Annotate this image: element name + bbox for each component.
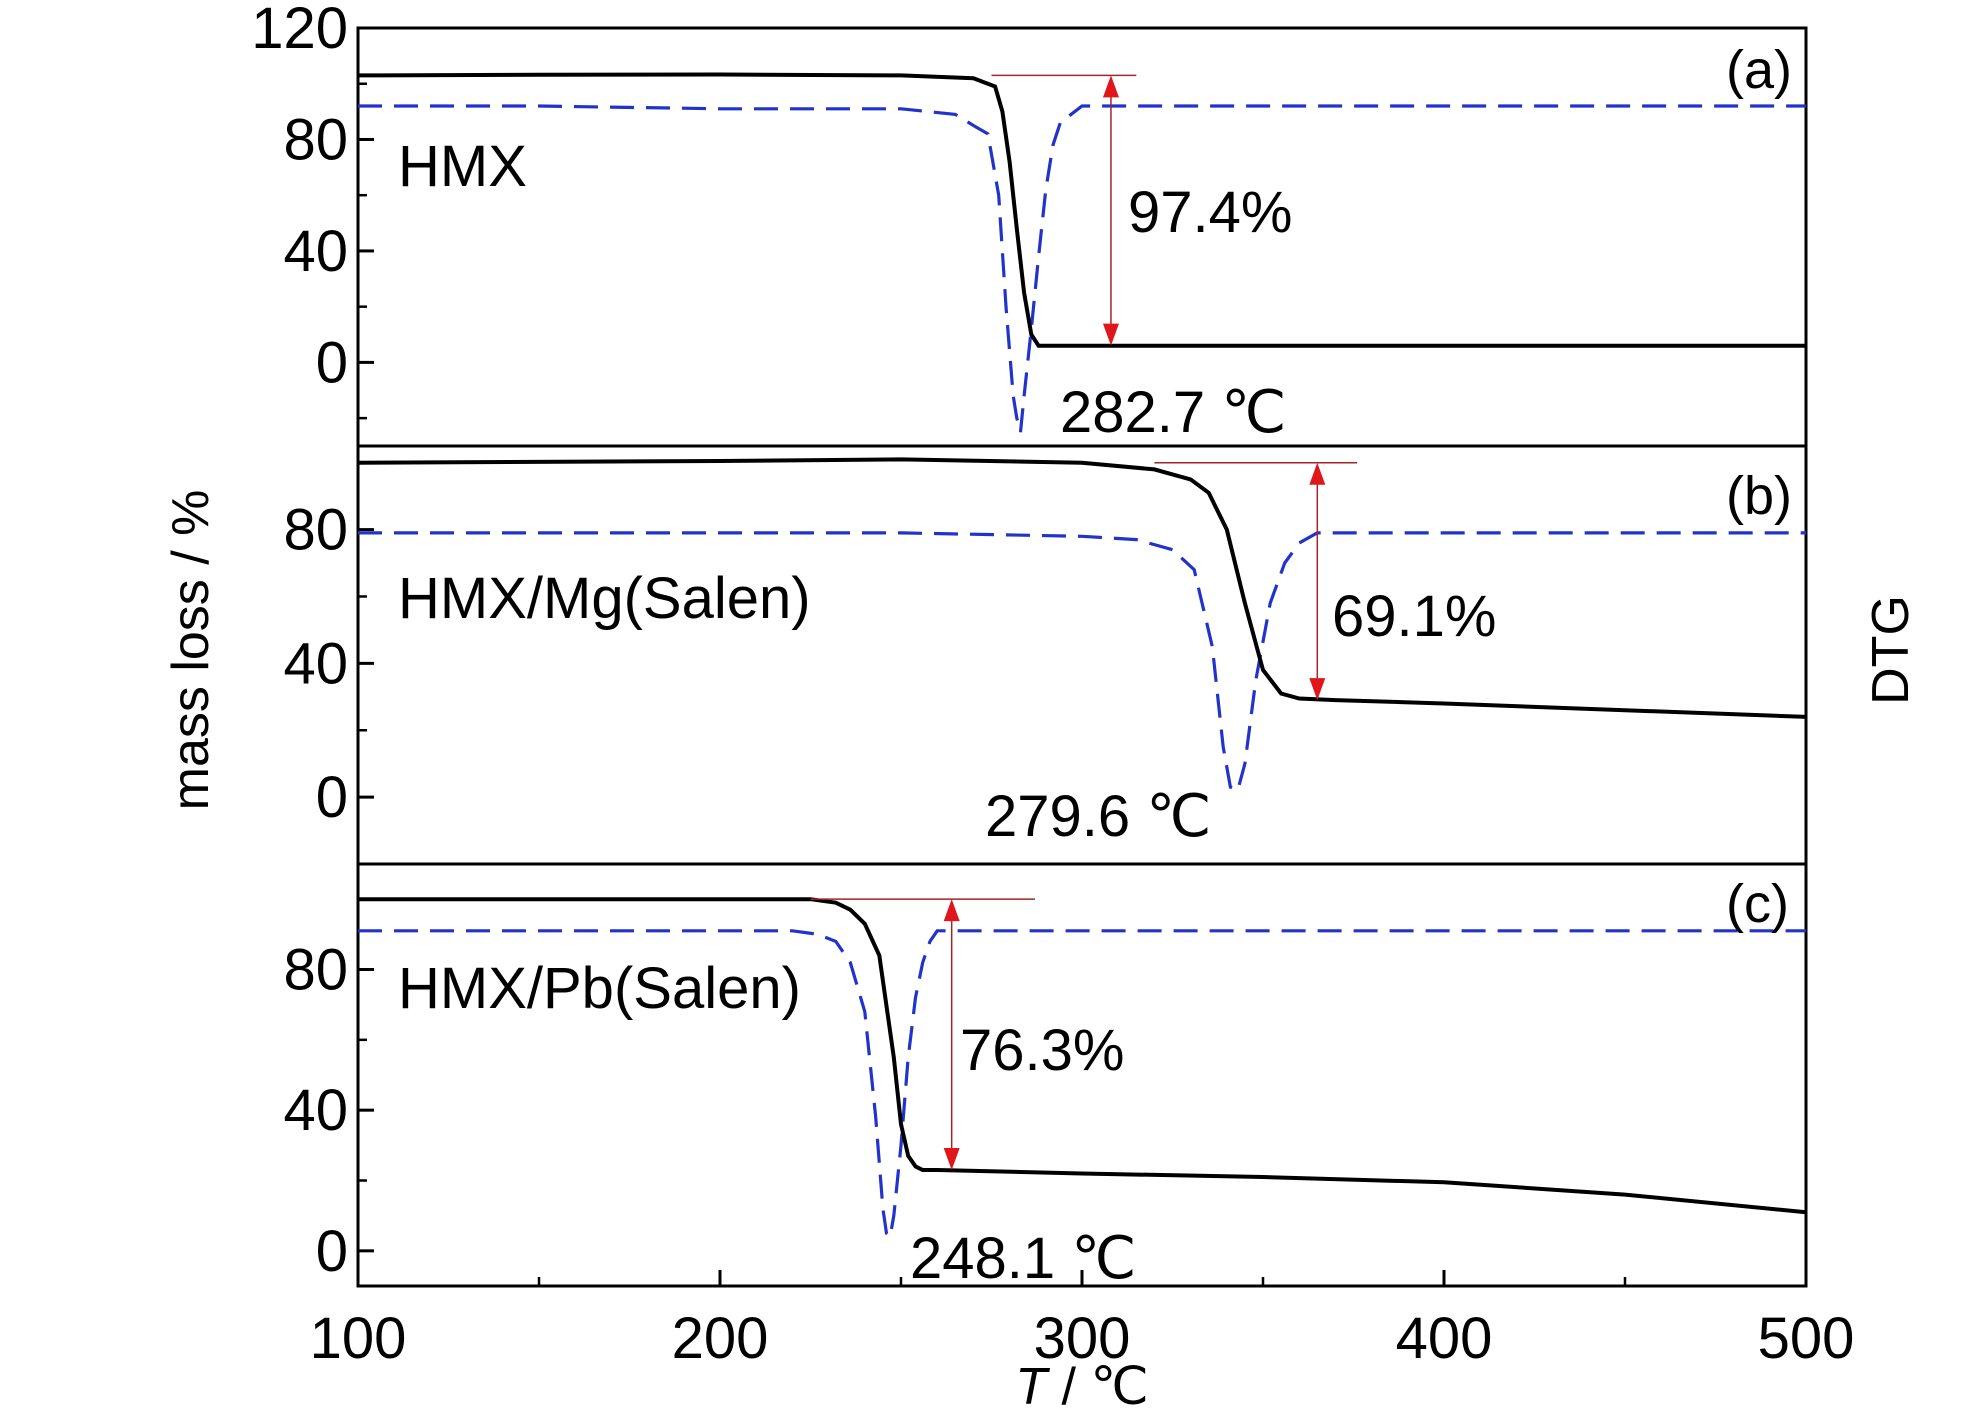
sample-label: HMX/Mg(Salen) [398,566,811,631]
panel-tick-labels: 80 40 0 [283,498,348,831]
panel-tick-labels: 120 80 40 0 [251,0,348,395]
y-tick-label: 40 [283,1078,348,1143]
arrow-head-down [1102,323,1119,346]
mass-loss-label: 69.1% [1332,584,1496,649]
panel-label: (a) [1726,40,1792,100]
y-tick-label: 80 [283,938,348,1003]
y2-axis-title: DTG [1862,595,1920,705]
arrow-head-down [1309,678,1326,701]
mass-loss-label: 97.4% [1128,180,1292,245]
panel-b: 80 40 0 (b) HMX/Mg(Salen) 69.1% 279.6 ℃ [283,444,1808,866]
mass-loss-marker [991,74,1137,346]
panel-c: 80 40 0 (c) HMX/Pb(Salen) 76.3% 248.1 ℃ [283,862,1808,1291]
arrow-head-up [1102,75,1119,98]
y-tick-label: 0 [316,330,348,395]
dtg-curve [358,104,1806,433]
y-axis-title: mass loss / % [162,490,220,811]
arrow-head-down [943,1147,960,1170]
x-tick-label: 300 [1034,1306,1131,1371]
x-tick-label: 500 [1758,1306,1855,1371]
x-axis-variable: T [1015,1358,1050,1416]
y-tick-label: 40 [283,631,348,696]
panel-label: (c) [1726,874,1789,934]
panel-ticks [358,968,374,1253]
panel-ticks [358,26,374,420]
panel-a: 120 80 40 0 (a) HMX 97.4% 282.7 ℃ [251,0,1808,448]
x-tick-label: 100 [310,1306,407,1371]
dtg-curve [358,531,1806,793]
sample-label: HMX [398,134,527,199]
panel-tick-labels: 80 40 0 [283,938,348,1284]
y-tick-label: 40 [283,219,348,284]
peak-temperature-label: 248.1 ℃ [910,1226,1136,1291]
y-tick-label: 0 [316,765,348,830]
arrow-head-up [943,899,960,922]
x-axis-tick-labels: 100 200 300 400 500 [310,1306,1855,1371]
panel-ticks [358,528,374,799]
sample-label: HMX/Pb(Salen) [398,956,801,1021]
x-tick-label: 200 [672,1306,769,1371]
dtg-curve [358,929,1806,1241]
mass-loss-marker [810,898,1035,1170]
tg-curve [357,72,1806,348]
arrow-head-up [1309,462,1326,485]
panel-label: (b) [1726,466,1792,526]
y-tick-label: 80 [283,107,348,172]
mass-loss-label: 76.3% [960,1018,1124,1083]
peak-temperature-label: 282.7 ℃ [1060,380,1286,445]
tg-curve [357,457,1807,719]
y-tick-label: 0 [316,1219,348,1284]
x-axis-ticks [356,1270,1808,1286]
x-axis-unit: / ℃ [1047,1358,1149,1416]
y-tick-label: 80 [283,498,348,563]
peak-temperature-label: 279.6 ℃ [985,784,1211,849]
y-tick-label: 120 [251,0,348,61]
mass-loss-marker [1154,461,1358,701]
x-tick-label: 400 [1396,1306,1493,1371]
x-axis-title: T / ℃ [1015,1358,1149,1416]
